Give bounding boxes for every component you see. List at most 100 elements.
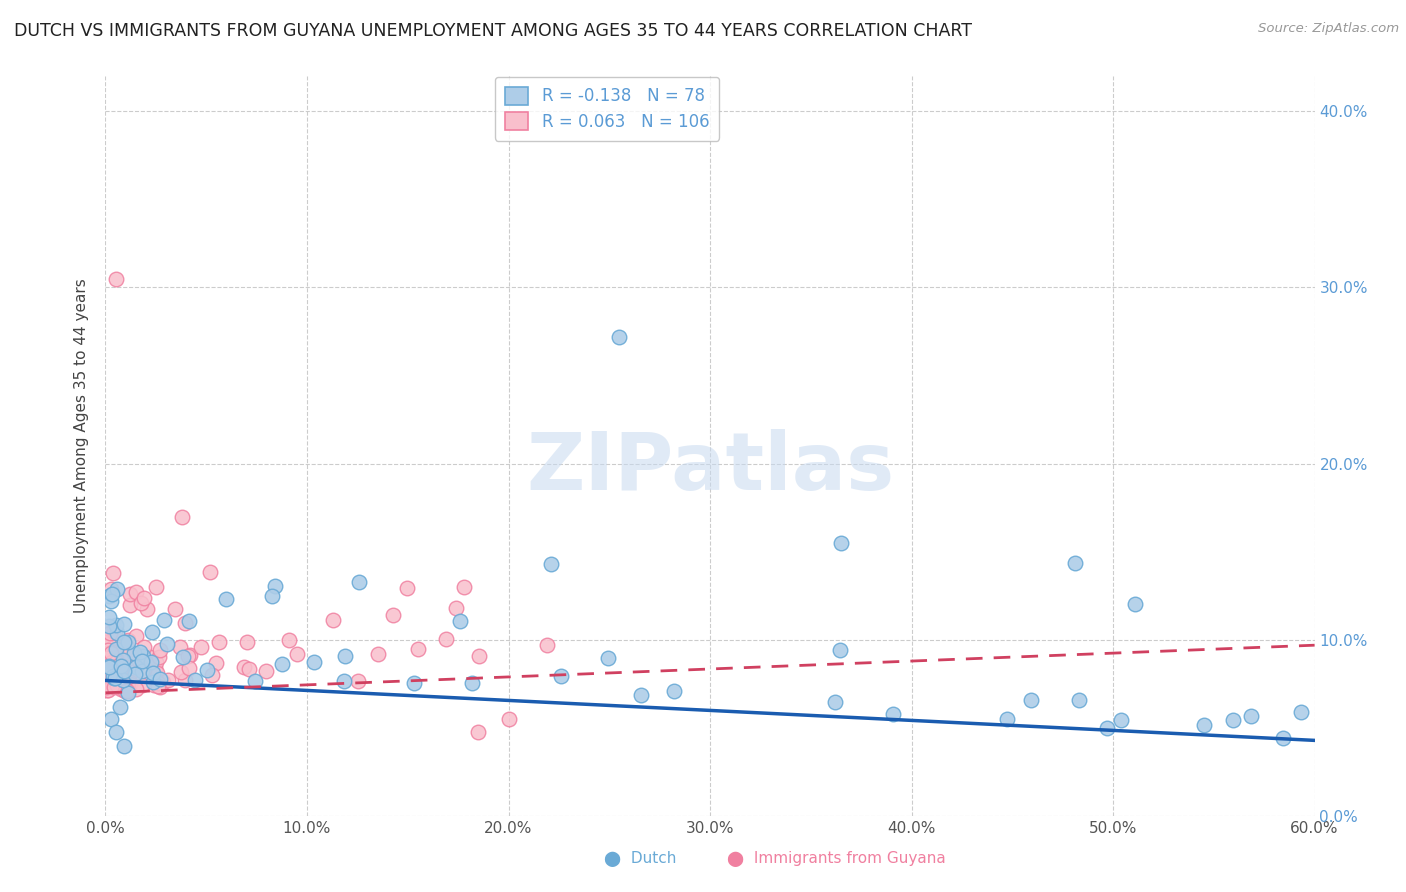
Point [100,625,122,640]
Point [110,661,132,675]
Point [149,681,172,695]
Point [128,645,150,659]
Point [434,632,457,647]
Point [406,641,429,656]
Point [139,655,162,669]
Point [662,683,685,698]
Point [125,628,148,642]
Point [444,600,467,615]
Point [148,649,170,664]
Point [177,614,200,628]
Point [347,674,370,689]
Point [142,674,165,689]
Point [172,649,194,664]
Point [157,673,180,687]
Point [118,598,141,612]
Point [108,699,131,714]
Point [105,671,128,685]
Point [404,675,426,690]
Point [104,724,127,739]
Point [111,653,134,667]
Point [104,271,127,285]
Point [98,660,121,674]
Point [100,594,122,608]
Point [110,659,132,673]
Point [101,587,124,601]
Point [96,650,118,665]
Point [254,664,277,678]
Point [110,647,132,661]
Point [1067,693,1090,707]
Point [97,682,120,697]
Point [156,637,179,651]
Text: ZIPatlas: ZIPatlas [526,429,894,508]
Point [107,625,129,640]
Point [1222,713,1244,727]
Point [118,587,141,601]
Point [824,695,846,709]
Point [103,671,125,685]
Point [105,675,128,690]
Point [1240,708,1263,723]
Point [882,707,904,722]
Point [101,644,124,658]
Point [198,565,221,579]
Point [132,648,155,663]
Point [143,678,166,692]
Point [118,646,141,660]
Point [98,619,121,633]
Point [302,655,325,669]
Point [101,653,124,667]
Point [163,602,186,616]
Point [132,640,155,654]
Point [118,679,141,693]
Point [179,648,201,662]
Point [830,536,852,550]
Point [125,660,148,674]
Point [277,633,299,648]
Point [96,682,118,697]
Point [200,667,222,681]
Point [333,648,356,663]
Point [152,613,174,627]
Point [468,648,491,663]
Point [114,683,136,698]
Point [131,664,153,678]
Point [215,591,238,606]
Point [115,677,138,691]
Point [141,625,163,640]
Point [118,676,141,690]
Point [190,640,212,654]
Point [101,655,124,669]
Point [110,682,132,697]
Point [233,660,256,674]
Point [112,635,135,649]
Point [170,509,193,524]
Point [112,617,135,632]
Point [125,682,148,697]
Point [1194,717,1216,731]
Point [94,637,117,651]
Point [100,712,122,726]
Point [177,649,200,664]
Point [195,663,218,677]
Point [149,672,172,686]
Point [132,663,155,677]
Point [125,651,148,665]
Point [208,634,231,648]
Point [395,581,418,595]
Point [117,632,139,647]
Point [112,634,135,648]
Point [997,712,1019,726]
Point [104,618,127,632]
Point [105,678,128,692]
Point [550,669,572,683]
Point [453,581,475,595]
Point [101,566,124,581]
Point [149,643,172,657]
Point [177,661,200,675]
Point [103,680,125,694]
Point [101,669,124,683]
Point [101,672,124,686]
Point [174,616,197,631]
